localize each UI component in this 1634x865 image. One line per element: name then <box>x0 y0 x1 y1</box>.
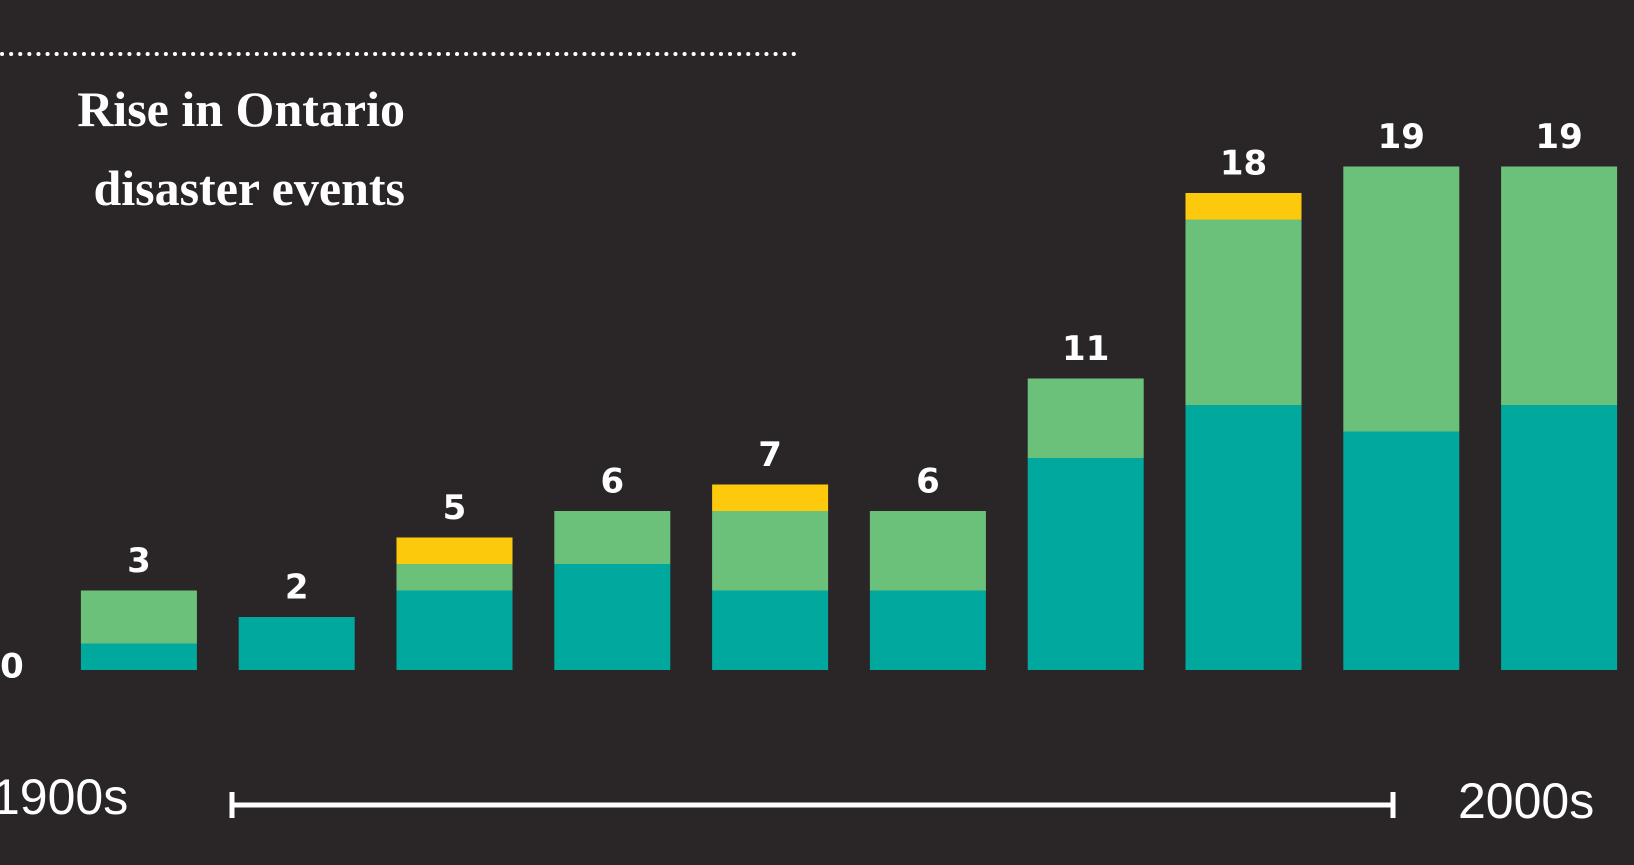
timeline-start: 1900s <box>0 769 128 825</box>
bar-segment <box>396 564 513 591</box>
bar-segment <box>80 643 197 670</box>
total-label: 7 <box>758 435 782 475</box>
bar-segment <box>1501 166 1618 405</box>
bar-segment <box>1027 378 1144 458</box>
timeline-end: 2000s <box>1458 773 1594 829</box>
bar-segment <box>712 484 829 511</box>
bar-segment <box>1501 405 1618 670</box>
timeline <box>229 792 1396 818</box>
bar-segment <box>396 537 513 564</box>
total-label: 2 <box>285 568 309 608</box>
total-label: 5 <box>443 488 467 528</box>
bar-segment <box>1027 458 1144 670</box>
chart-title: Rise in Ontario <box>77 81 405 137</box>
total-label: 6 <box>916 462 940 502</box>
y-tick-label: 0 <box>0 647 24 687</box>
total-label: 19 <box>1378 117 1425 157</box>
total-label: 19 <box>1535 117 1582 157</box>
bar-segment <box>712 511 829 591</box>
bar-segment <box>1185 405 1302 670</box>
bar-segment <box>1185 193 1302 220</box>
total-label: 6 <box>600 462 624 502</box>
total-label: 11 <box>1062 329 1109 369</box>
bar-segment <box>554 511 671 564</box>
bar-segment <box>712 590 829 670</box>
bar-segment <box>554 564 671 670</box>
bar-segment <box>1343 166 1460 432</box>
total-label: 3 <box>127 541 151 581</box>
bar-segment <box>80 590 197 644</box>
bar-segment <box>1343 431 1460 670</box>
bar-segment <box>396 590 513 670</box>
bar-segment <box>869 511 986 591</box>
bar-segment <box>238 617 355 670</box>
bar-segment <box>869 590 986 670</box>
total-label: 18 <box>1220 144 1267 184</box>
bar-segment <box>1185 219 1302 405</box>
chart-title: disaster events <box>93 160 405 216</box>
